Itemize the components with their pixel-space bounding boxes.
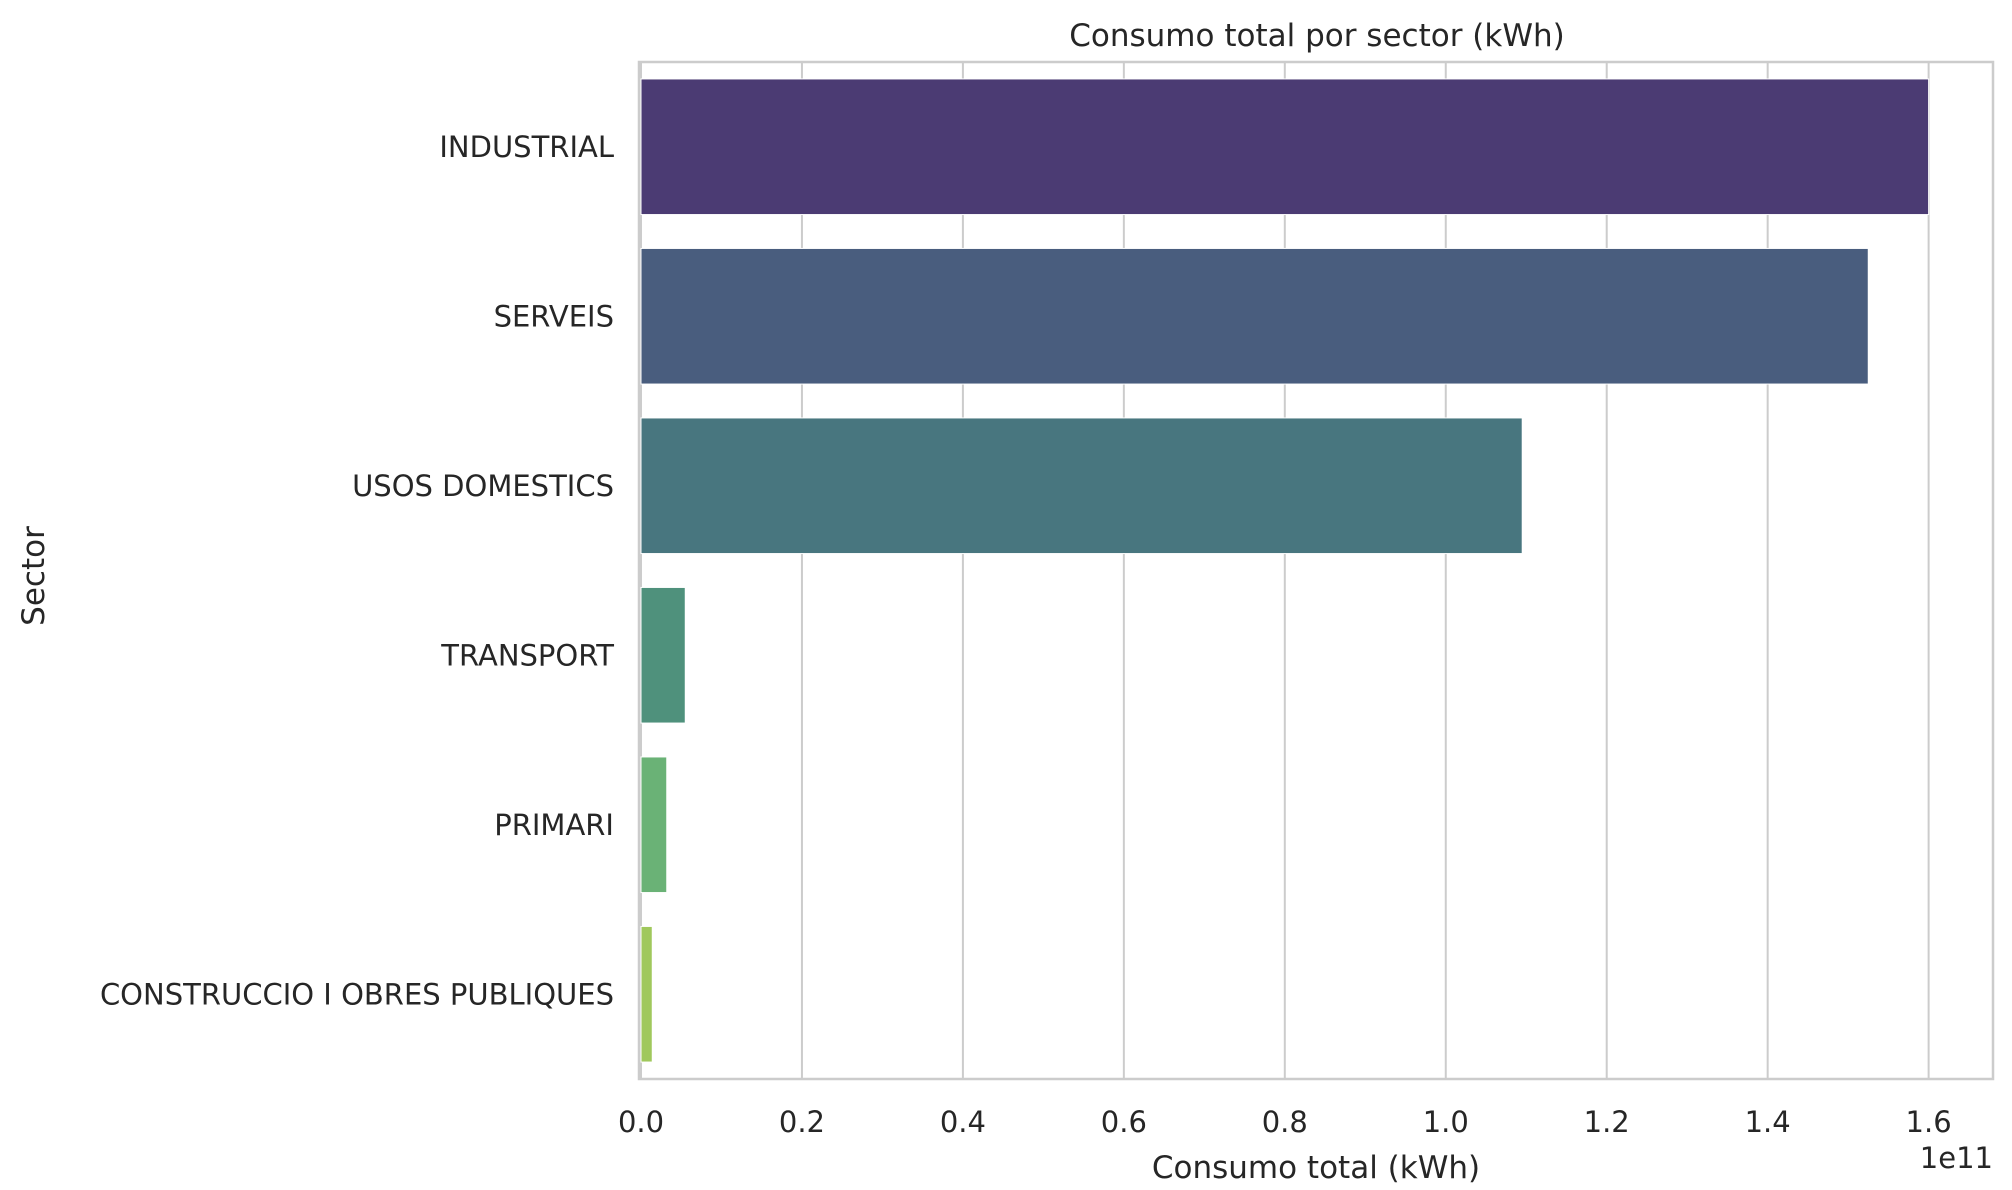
grid-lines bbox=[640, 62, 1930, 1079]
bars bbox=[640, 78, 1930, 1063]
y-tick-label: USOS DOMESTICS bbox=[352, 469, 614, 503]
bar bbox=[640, 586, 686, 724]
y-tick-label: INDUSTRIAL bbox=[439, 130, 614, 164]
x-tick-label: 0.4 bbox=[940, 1105, 986, 1139]
y-tick-label: TRANSPORT bbox=[440, 638, 614, 672]
bar bbox=[640, 78, 1930, 216]
plot-frame bbox=[637, 60, 1995, 1081]
bar bbox=[640, 925, 653, 1063]
x-tick-label: 0.2 bbox=[779, 1105, 825, 1139]
y-axis-label: Sector bbox=[16, 526, 52, 626]
y-tick-label: PRIMARI bbox=[494, 808, 614, 842]
x-axis-offset-text: 1e11 bbox=[1920, 1141, 1993, 1175]
x-axis-label: Consumo total (kWh) bbox=[1152, 1150, 1480, 1186]
y-tick-label: CONSTRUCCIO I OBRES PUBLIQUES bbox=[100, 977, 614, 1011]
chart-title: Consumo total por sector (kWh) bbox=[1069, 18, 1565, 54]
bar bbox=[640, 247, 1869, 385]
x-tick-label: 1.0 bbox=[1423, 1105, 1469, 1139]
x-tick-label: 1.2 bbox=[1584, 1105, 1630, 1139]
x-tick-label: 0.8 bbox=[1262, 1105, 1308, 1139]
x-tick-label: 0.0 bbox=[618, 1105, 664, 1139]
x-tick-label: 1.6 bbox=[1906, 1105, 1952, 1139]
x-tick-label: 1.4 bbox=[1745, 1105, 1791, 1139]
bar bbox=[640, 756, 668, 894]
x-tick-label: 0.6 bbox=[1101, 1105, 1147, 1139]
y-tick-label: SERVEIS bbox=[494, 299, 614, 333]
x-axis-ticks: 0.0 0.2 0.4 0.6 0.8 1.0 1.2 1.4 1.6 bbox=[618, 1105, 1952, 1139]
bar bbox=[640, 417, 1523, 555]
y-axis-categories: INDUSTRIAL SERVEIS USOS DOMESTICS TRANSPORT… bbox=[100, 130, 614, 1012]
